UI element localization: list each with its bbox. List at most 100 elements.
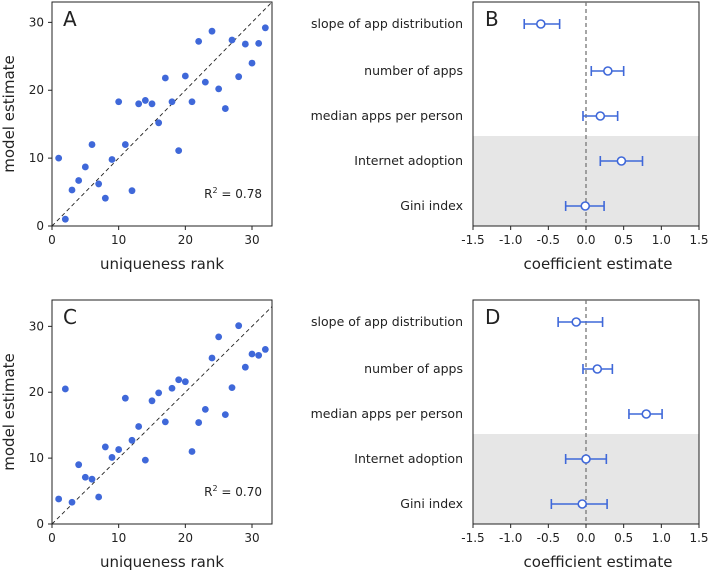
data-point bbox=[115, 446, 123, 453]
data-point bbox=[175, 376, 183, 384]
y-axis-label: model estimate bbox=[0, 353, 18, 470]
plot-frame bbox=[51, 1, 273, 227]
data-point bbox=[88, 141, 96, 148]
data-point bbox=[141, 456, 149, 464]
data-point bbox=[128, 187, 136, 195]
data-point bbox=[228, 36, 236, 44]
x-axis-label: coefficient estimate bbox=[524, 255, 673, 273]
data-point bbox=[235, 322, 243, 330]
data-point bbox=[95, 493, 103, 501]
panel-label: D bbox=[485, 305, 500, 329]
y-tick-label: 20 bbox=[29, 385, 44, 399]
data-point bbox=[75, 177, 83, 184]
x-tick-label: 1.5 bbox=[689, 531, 708, 545]
data-point bbox=[235, 73, 243, 81]
x-tick-label: 0.5 bbox=[614, 531, 633, 545]
coefficient-estimate-marker bbox=[535, 19, 546, 29]
x-tick-label: -0.5 bbox=[537, 233, 560, 247]
data-point bbox=[215, 85, 223, 93]
coefficient-estimate-marker bbox=[641, 409, 652, 419]
r-squared-symbol: R bbox=[204, 485, 212, 499]
x-tick-label: 0 bbox=[48, 233, 56, 247]
data-point bbox=[75, 461, 83, 469]
panel-a: 0 10 20 30 0 10 20 30 uniqueness rank model estim… bbox=[0, 1, 273, 273]
data-point bbox=[261, 24, 269, 32]
data-point bbox=[148, 100, 156, 108]
data-point bbox=[201, 78, 209, 86]
factor-label: median apps per person bbox=[311, 108, 463, 123]
x-tick-label: 20 bbox=[178, 233, 193, 247]
r-squared-symbol: R bbox=[204, 187, 212, 201]
data-point bbox=[255, 351, 263, 359]
data-point bbox=[148, 397, 156, 405]
panel-label: B bbox=[485, 7, 499, 31]
data-point bbox=[188, 98, 196, 106]
identity-line bbox=[51, 1, 273, 227]
data-point bbox=[195, 419, 203, 426]
x-tick-label: 20 bbox=[178, 531, 193, 545]
identity-line bbox=[51, 306, 273, 525]
r-squared-superscript: 2 bbox=[213, 484, 218, 493]
data-point bbox=[81, 163, 89, 171]
r-squared-superscript: 2 bbox=[213, 186, 218, 195]
panel-label: C bbox=[63, 305, 77, 329]
y-tick-label: 10 bbox=[29, 151, 44, 165]
data-point bbox=[121, 394, 129, 402]
factor-label: slope of app distribution bbox=[311, 314, 463, 329]
x-tick-label: -1.5 bbox=[461, 233, 484, 247]
factor-label: Gini index bbox=[400, 198, 463, 213]
x-tick-label: -1.5 bbox=[461, 531, 484, 545]
data-point bbox=[161, 74, 169, 82]
data-point bbox=[181, 378, 189, 386]
data-point bbox=[115, 98, 123, 106]
data-point bbox=[141, 97, 149, 104]
x-tick-label: 0.0 bbox=[576, 531, 595, 545]
data-point bbox=[261, 346, 269, 353]
data-point bbox=[155, 389, 163, 397]
x-axis-label: uniqueness rank bbox=[100, 255, 224, 273]
data-point bbox=[221, 105, 229, 112]
panel-b: -1.5 -1.0 -0.5 0.0 0.5 1.0 1.5 slope of app dis… bbox=[311, 1, 709, 273]
y-tick-label: 30 bbox=[29, 15, 44, 29]
data-point bbox=[181, 72, 189, 80]
data-point bbox=[155, 119, 163, 127]
y-tick-label: 0 bbox=[36, 219, 44, 233]
data-point bbox=[161, 418, 169, 426]
data-point bbox=[201, 405, 209, 413]
data-point bbox=[241, 40, 249, 48]
panel-c: 0 10 20 30 0 10 20 30 uniqueness rank model estim… bbox=[0, 299, 273, 571]
coefficient-estimate-marker bbox=[580, 201, 591, 211]
data-point bbox=[68, 186, 76, 194]
data-point bbox=[55, 154, 63, 162]
factor-label: number of apps bbox=[364, 63, 463, 78]
data-point bbox=[208, 354, 216, 362]
data-point bbox=[248, 59, 256, 67]
x-tick-label: 1.5 bbox=[689, 233, 708, 247]
data-point bbox=[228, 384, 236, 392]
data-point bbox=[241, 363, 249, 371]
data-point bbox=[128, 436, 136, 444]
x-tick-label: -1.0 bbox=[499, 531, 522, 545]
data-point bbox=[168, 98, 176, 106]
data-point bbox=[101, 443, 109, 451]
data-point bbox=[135, 100, 143, 108]
data-point bbox=[55, 495, 63, 503]
y-tick-label: 0 bbox=[36, 517, 44, 531]
x-tick-label: 0 bbox=[48, 531, 56, 545]
x-tick-label: 30 bbox=[244, 233, 259, 247]
r-squared-annotation: R2 = 0.70 bbox=[204, 484, 262, 499]
x-tick-label: 1.0 bbox=[652, 531, 671, 545]
data-point bbox=[101, 194, 109, 202]
data-point bbox=[81, 473, 89, 481]
data-point bbox=[215, 333, 223, 341]
data-point bbox=[61, 215, 69, 223]
data-point bbox=[255, 40, 263, 47]
data-point bbox=[61, 385, 69, 393]
x-axis-label: coefficient estimate bbox=[524, 553, 673, 571]
coefficient-estimate-marker bbox=[577, 499, 588, 509]
x-tick-label: 10 bbox=[111, 531, 126, 545]
plot-frame bbox=[51, 299, 273, 525]
factor-label: Gini index bbox=[400, 496, 463, 511]
data-point bbox=[188, 448, 196, 455]
